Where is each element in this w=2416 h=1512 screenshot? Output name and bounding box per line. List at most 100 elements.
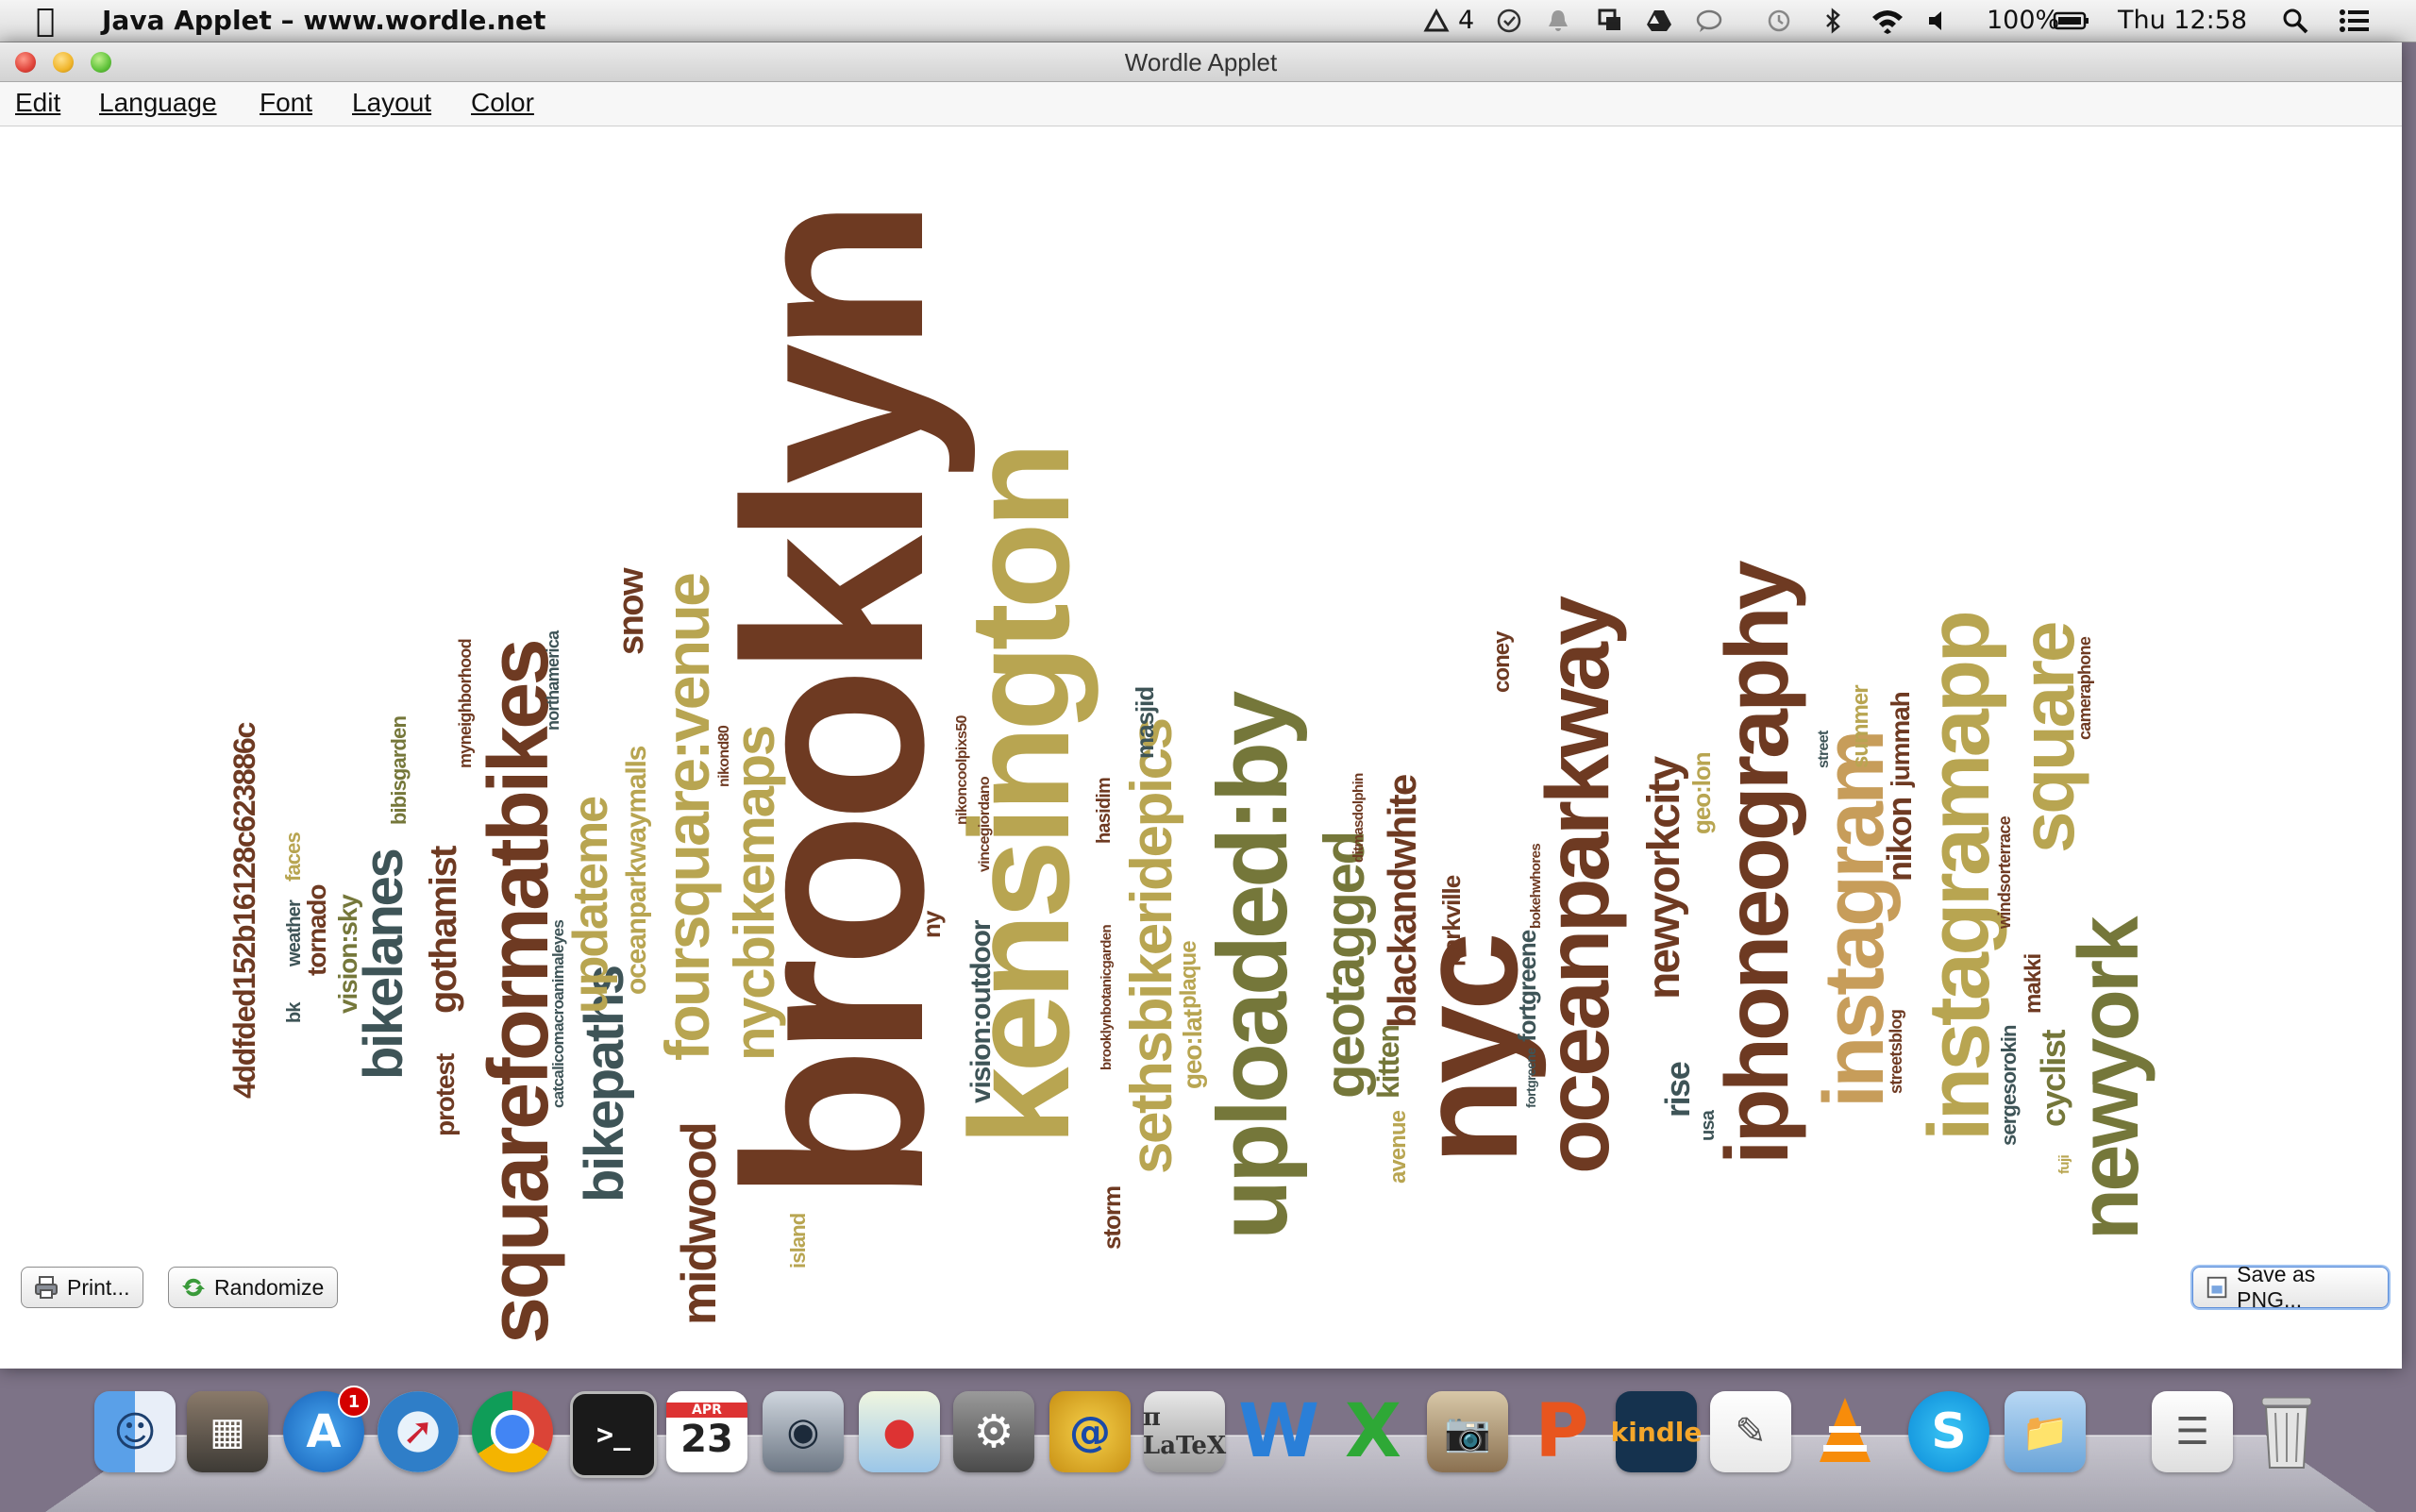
calendar-icon[interactable]: APR 23 <box>666 1391 747 1472</box>
trash-icon[interactable] <box>2246 1391 2327 1472</box>
randomize-button-label: Randomize <box>214 1274 325 1300</box>
cloud-word: island <box>786 1213 810 1268</box>
vlc-icon[interactable] <box>1804 1391 1886 1472</box>
chrome-icon[interactable] <box>472 1391 553 1472</box>
word-icon[interactable]: W <box>1237 1389 1320 1474</box>
apple-menu-icon[interactable]:  <box>36 2 55 40</box>
cloud-word: instagramapp <box>1911 613 2007 1141</box>
cloud-word: foursquare:venue <box>652 574 722 1061</box>
minimize-window-button[interactable] <box>53 52 74 73</box>
mail-stamp-icon[interactable]: @ <box>1049 1391 1131 1472</box>
screens-icon[interactable] <box>1597 8 1623 34</box>
cloud-word: newyorkcity <box>1639 757 1689 1000</box>
volume-icon[interactable] <box>1925 8 1952 34</box>
cloud-word: ny <box>917 911 946 938</box>
cloud-word: parkville <box>1437 875 1466 966</box>
menubar:  Java Applet – www.wordle.net 4 100% Th… <box>0 0 2416 42</box>
menu-layout-label: Layout <box>352 88 432 117</box>
cloud-word: streetsblog <box>1887 1009 1905 1094</box>
cloud-word: geo:lon <box>1687 752 1716 834</box>
battery-percentage[interactable]: 100% <box>1987 6 2060 35</box>
cloud-word: oceanparkwaymalls <box>621 746 652 995</box>
cloud-word: storm <box>1098 1185 1126 1250</box>
cloud-word: vincegiordano <box>977 776 993 872</box>
cloud-word: weather <box>284 900 305 966</box>
refresh-icon <box>182 1278 205 1297</box>
time-machine-icon[interactable] <box>1765 8 1791 34</box>
cloud-word: geo:lat <box>1178 1010 1207 1089</box>
latex-icon[interactable]: π LaTeX <box>1143 1391 1226 1472</box>
cloud-word: sethsbikeridepics <box>1119 719 1184 1174</box>
notification-center-icon[interactable] <box>2339 8 2371 34</box>
cloud-word: summer <box>1848 685 1873 768</box>
cloud-word: bokehwhores <box>1528 843 1544 929</box>
preview-icon[interactable]: 📷 <box>1427 1391 1508 1472</box>
cloud-word: windsorterrace <box>1995 816 2014 929</box>
cloud-word: tornado <box>302 884 331 976</box>
cloud-word: blackandwhite <box>1380 775 1424 1028</box>
maps-icon[interactable]: ● <box>859 1391 940 1472</box>
documents-stack-icon[interactable]: ☰ <box>2152 1391 2233 1472</box>
adobe-icon[interactable] <box>1423 8 1450 34</box>
terminal-icon[interactable]: >_ <box>570 1391 657 1478</box>
cloud-word: vision:outdoor <box>965 920 997 1103</box>
cloud-word: oceanparkway <box>1528 598 1628 1174</box>
cloud-word: hasidim <box>1094 778 1115 844</box>
cloud-word: avenue <box>1385 1111 1411 1184</box>
safari-icon[interactable]: ➚ <box>378 1391 459 1472</box>
save-as-png-label: Save as PNG... <box>2237 1262 2316 1312</box>
cloud-word: catcalicomacroanimaleyes <box>549 919 567 1108</box>
cloud-word: nycbikemaps <box>723 727 786 1061</box>
wordle-applet-window: Wordle Applet Edit Language Font Layout … <box>0 42 2402 1369</box>
cloud-word: square <box>2005 623 2089 853</box>
system-preferences-icon[interactable]: ⚙ <box>953 1391 1034 1472</box>
powerpoint-icon[interactable]: P <box>1535 1389 1589 1474</box>
active-app-name[interactable]: Java Applet – www.wordle.net <box>102 5 546 36</box>
spotlight-search-icon[interactable] <box>2282 8 2308 34</box>
menu-font[interactable]: Font <box>260 88 312 118</box>
iphoto-icon[interactable]: ▦ <box>187 1391 268 1472</box>
save-as-png-button[interactable]: Save as PNG... <box>2192 1262 2389 1312</box>
google-drive-icon[interactable] <box>1646 8 1672 34</box>
applications-folder-icon[interactable]: 📁 <box>2005 1391 2086 1472</box>
cloud-word: brooklynbotanicgarden <box>1099 924 1115 1070</box>
cloud-word: bibisgarden <box>387 715 411 825</box>
applet-menu-bar: Edit Language Font Layout Color <box>0 82 2402 126</box>
kindle-icon[interactable]: kindle <box>1611 1391 1702 1472</box>
notification-count: 4 <box>1458 6 1475 35</box>
print-button-label: Print... <box>67 1274 130 1300</box>
excel-icon[interactable]: X <box>1344 1389 1402 1474</box>
cloud-word: plaque <box>1176 941 1201 1009</box>
zoom-window-button[interactable] <box>91 52 111 73</box>
cloud-word: northamerica <box>544 630 562 731</box>
finder-icon[interactable]: ☺ <box>94 1391 176 1472</box>
word-cloud-canvas[interactable]: brooklyn kensington nyc uploaded:by squa… <box>0 126 2402 1353</box>
menu-layout[interactable]: Layout <box>352 88 431 118</box>
menu-font-label: Font <box>260 88 313 117</box>
skype-icon[interactable]: S <box>1908 1391 1989 1472</box>
battery-icon[interactable] <box>2053 8 2090 34</box>
close-window-button[interactable] <box>15 52 36 73</box>
menubar-clock[interactable]: Thu 12:58 <box>2118 6 2248 35</box>
cloud-word: rise <box>1658 1062 1697 1117</box>
facetime-icon[interactable]: ◉ <box>763 1391 844 1472</box>
menu-edit[interactable]: Edit <box>15 88 60 118</box>
messages-icon[interactable] <box>1696 8 1722 34</box>
textedit-icon[interactable]: ✎ <box>1710 1391 1791 1472</box>
cloud-word: snow <box>612 568 651 655</box>
menu-color[interactable]: Color <box>471 88 534 118</box>
cloud-word: protest <box>430 1053 460 1136</box>
bluetooth-icon[interactable] <box>1820 8 1846 34</box>
cloud-word: faces <box>281 832 305 882</box>
notifications-icon[interactable] <box>1545 8 1571 34</box>
app-store-badge: 1 <box>338 1386 370 1418</box>
wifi-icon[interactable] <box>1871 8 1904 34</box>
cloud-word: nikond80 <box>716 725 732 787</box>
randomize-button[interactable]: Randomize <box>168 1267 338 1308</box>
timer-icon[interactable] <box>1496 8 1522 34</box>
cloud-word: uploaded:by <box>1198 695 1308 1240</box>
menu-language[interactable]: Language <box>99 88 217 118</box>
window-titlebar[interactable]: Wordle Applet <box>0 42 2402 82</box>
print-button[interactable]: Print... <box>21 1267 143 1308</box>
